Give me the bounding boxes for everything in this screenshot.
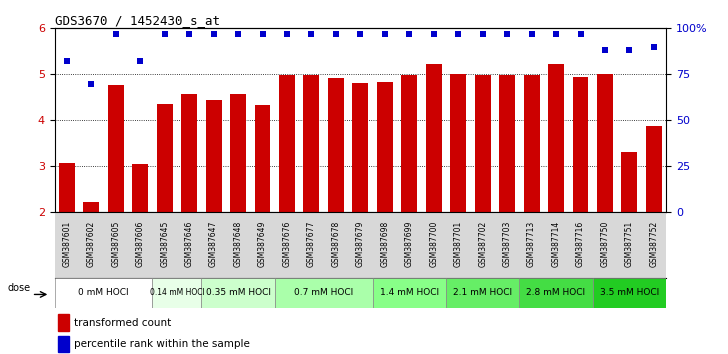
Bar	[152, 278, 202, 308]
Text: GSM387676: GSM387676	[282, 220, 291, 267]
Point	[526, 31, 537, 37]
Text: dose: dose	[7, 284, 31, 293]
Text: GSM387645: GSM387645	[160, 220, 169, 267]
Bar	[132, 164, 149, 212]
Text: GSM387750: GSM387750	[601, 220, 609, 267]
Point	[257, 31, 269, 37]
Bar	[255, 105, 271, 212]
Bar	[157, 104, 173, 212]
Text: GSM387647: GSM387647	[209, 220, 218, 267]
Point	[428, 31, 440, 37]
Point	[452, 31, 464, 37]
Bar	[519, 278, 593, 308]
Bar	[55, 278, 152, 308]
Text: GSM387605: GSM387605	[111, 220, 120, 267]
Bar	[274, 278, 373, 308]
Point	[232, 31, 244, 37]
Bar	[59, 163, 75, 212]
Point	[477, 31, 488, 37]
Bar	[108, 85, 124, 212]
Point	[61, 59, 73, 64]
Point	[110, 31, 122, 37]
Bar	[83, 202, 99, 212]
Text: transformed count: transformed count	[74, 318, 171, 328]
Text: GSM387602: GSM387602	[87, 220, 96, 267]
Point	[135, 59, 146, 64]
Point	[502, 31, 513, 37]
Bar	[523, 75, 539, 212]
Point	[183, 31, 195, 37]
Bar	[426, 64, 442, 212]
Text: GSM387713: GSM387713	[527, 220, 536, 267]
Text: GSM387677: GSM387677	[307, 220, 316, 267]
Bar	[328, 78, 344, 212]
Bar	[597, 74, 613, 212]
Bar	[646, 126, 662, 212]
Point	[306, 31, 317, 37]
Bar	[202, 278, 274, 308]
Text: 2.8 mM HOCl: 2.8 mM HOCl	[526, 289, 585, 297]
Bar	[572, 77, 588, 212]
Text: GSM387601: GSM387601	[63, 220, 71, 267]
Text: GSM387702: GSM387702	[478, 220, 487, 267]
Bar	[401, 75, 417, 212]
Bar	[499, 75, 515, 212]
Bar	[373, 278, 446, 308]
Text: GSM387699: GSM387699	[405, 220, 414, 267]
Point	[159, 31, 170, 37]
Text: 1.4 mM HOCl: 1.4 mM HOCl	[380, 289, 439, 297]
Bar	[230, 94, 246, 212]
Text: GSM387649: GSM387649	[258, 220, 267, 267]
Point	[379, 31, 391, 37]
Bar	[205, 100, 221, 212]
Bar	[475, 75, 491, 212]
Text: GSM387648: GSM387648	[234, 220, 242, 267]
Bar	[58, 336, 68, 352]
Text: GSM387700: GSM387700	[430, 220, 438, 267]
Bar	[352, 82, 368, 212]
Point	[85, 81, 97, 86]
Bar	[279, 75, 295, 212]
Text: 2.1 mM HOCl: 2.1 mM HOCl	[453, 289, 513, 297]
Point	[403, 31, 415, 37]
Text: 0 mM HOCl: 0 mM HOCl	[78, 289, 129, 297]
Point	[355, 31, 366, 37]
Bar	[304, 75, 320, 212]
Point	[207, 31, 219, 37]
Point	[599, 47, 611, 53]
Text: 0.35 mM HOCl: 0.35 mM HOCl	[205, 289, 271, 297]
Text: GSM387751: GSM387751	[625, 220, 634, 267]
Point	[550, 31, 562, 37]
Bar	[446, 278, 519, 308]
Bar	[548, 64, 564, 212]
Text: 3.5 mM HOCl: 3.5 mM HOCl	[600, 289, 659, 297]
Bar	[181, 94, 197, 212]
Text: percentile rank within the sample: percentile rank within the sample	[74, 339, 250, 349]
Bar	[622, 152, 638, 212]
Text: GSM387606: GSM387606	[135, 220, 145, 267]
Text: 0.7 mM HOCl: 0.7 mM HOCl	[294, 289, 353, 297]
Text: GSM387714: GSM387714	[552, 220, 561, 267]
Text: 0.14 mM HOCl: 0.14 mM HOCl	[149, 289, 205, 297]
Point	[648, 44, 660, 50]
Text: GSM387678: GSM387678	[331, 220, 341, 267]
Bar	[593, 278, 666, 308]
Point	[330, 31, 341, 37]
Point	[624, 47, 636, 53]
Bar	[450, 74, 466, 212]
Text: GSM387701: GSM387701	[454, 220, 463, 267]
Bar	[377, 82, 393, 212]
Text: GSM387646: GSM387646	[185, 220, 194, 267]
Text: GSM387703: GSM387703	[502, 220, 512, 267]
Point	[281, 31, 293, 37]
Text: GSM387698: GSM387698	[380, 220, 389, 267]
Text: GSM387716: GSM387716	[576, 220, 585, 267]
Point	[574, 31, 586, 37]
Text: GSM387679: GSM387679	[356, 220, 365, 267]
Bar	[58, 314, 68, 331]
Text: GSM387752: GSM387752	[649, 220, 658, 267]
Text: GDS3670 / 1452430_s_at: GDS3670 / 1452430_s_at	[55, 14, 220, 27]
